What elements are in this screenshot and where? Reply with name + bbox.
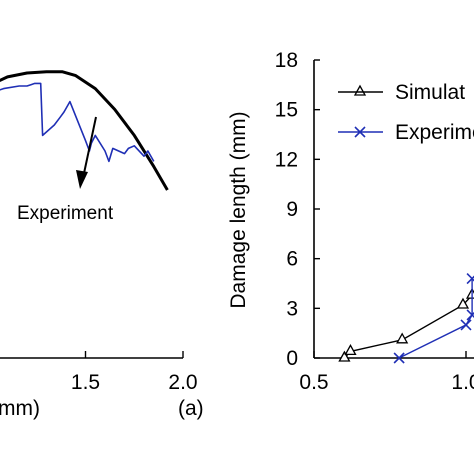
legend-marker-x bbox=[354, 126, 366, 138]
data-point-experiment bbox=[393, 352, 405, 364]
data-point-simulation bbox=[456, 297, 470, 309]
legend-item-experiment: Experime bbox=[338, 121, 474, 144]
right-y-tick-label: 6 bbox=[286, 248, 298, 271]
data-point-simulation bbox=[338, 350, 351, 362]
x-marker-stroke bbox=[393, 352, 405, 364]
data-point-experiment bbox=[466, 309, 474, 321]
data-point-simulation bbox=[396, 332, 409, 344]
left-panel: 1.5 2.0 mm) (a) Experiment bbox=[0, 70, 204, 420]
right-x-tick-labels: 0.5 1.0 bbox=[299, 371, 474, 394]
right-y-axis-label: Damage length (mm) bbox=[227, 111, 250, 308]
series-line-experiment bbox=[398, 278, 473, 359]
left-series-line-black bbox=[0, 70, 169, 191]
annotation-arrow-shaft bbox=[82, 116, 97, 179]
data-point-experiment bbox=[460, 319, 472, 331]
right-y-tick-label: 12 bbox=[275, 148, 298, 171]
right-y-tick-label: 18 bbox=[275, 49, 298, 72]
right-panel: 0 3 6 9 12 15 18 0.5 1.0 Damage length (mm) Sim… bbox=[227, 49, 474, 394]
panel-label-a: (a) bbox=[178, 397, 204, 420]
right-series-group bbox=[338, 272, 474, 364]
right-x-tick-label: 0.5 bbox=[299, 371, 328, 394]
legend-marker-triangle bbox=[353, 84, 367, 96]
legend-item-simulation: Simulat bbox=[338, 81, 465, 104]
right-y-tick-label: 0 bbox=[286, 347, 298, 370]
left-x-axis-label: mm) bbox=[0, 397, 40, 420]
legend-label-simulation: Simulat bbox=[395, 81, 465, 104]
series-line-simulation bbox=[343, 294, 473, 359]
left-x-tick-labels: 1.5 2.0 bbox=[71, 371, 198, 394]
data-point-simulation bbox=[465, 287, 474, 299]
left-x-tick-label: 1.5 bbox=[71, 371, 100, 394]
data-point-simulation bbox=[344, 344, 357, 356]
x-marker-stroke bbox=[466, 275, 474, 285]
annotation-experiment: Experiment bbox=[17, 116, 114, 224]
left-series-group bbox=[0, 70, 169, 191]
x-marker-stroke bbox=[466, 311, 474, 321]
right-y-tick-labels: 0 3 6 9 12 15 18 bbox=[275, 49, 298, 370]
right-x-ticks bbox=[313, 351, 467, 358]
right-y-tick-label: 15 bbox=[275, 99, 298, 122]
data-point-experiment bbox=[466, 272, 474, 285]
right-y-ticks bbox=[314, 59, 320, 359]
left-series-line-blue bbox=[0, 82, 155, 163]
annotation-arrowhead bbox=[76, 170, 88, 189]
right-x-tick-label: 1.0 bbox=[451, 371, 474, 394]
legend-label-experiment: Experime bbox=[395, 121, 474, 144]
left-x-ticks bbox=[84, 351, 184, 358]
right-y-tick-label: 9 bbox=[286, 198, 298, 221]
left-x-tick-label: 2.0 bbox=[168, 371, 197, 394]
annotation-label: Experiment bbox=[17, 203, 114, 224]
right-y-tick-label: 3 bbox=[286, 297, 298, 320]
legend: Simulat Experime bbox=[338, 81, 474, 144]
x-marker-stroke bbox=[460, 319, 472, 331]
